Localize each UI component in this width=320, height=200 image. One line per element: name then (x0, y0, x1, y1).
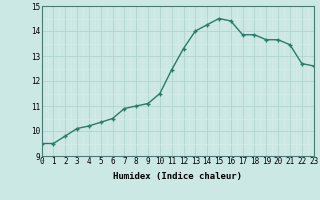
X-axis label: Humidex (Indice chaleur): Humidex (Indice chaleur) (113, 172, 242, 181)
